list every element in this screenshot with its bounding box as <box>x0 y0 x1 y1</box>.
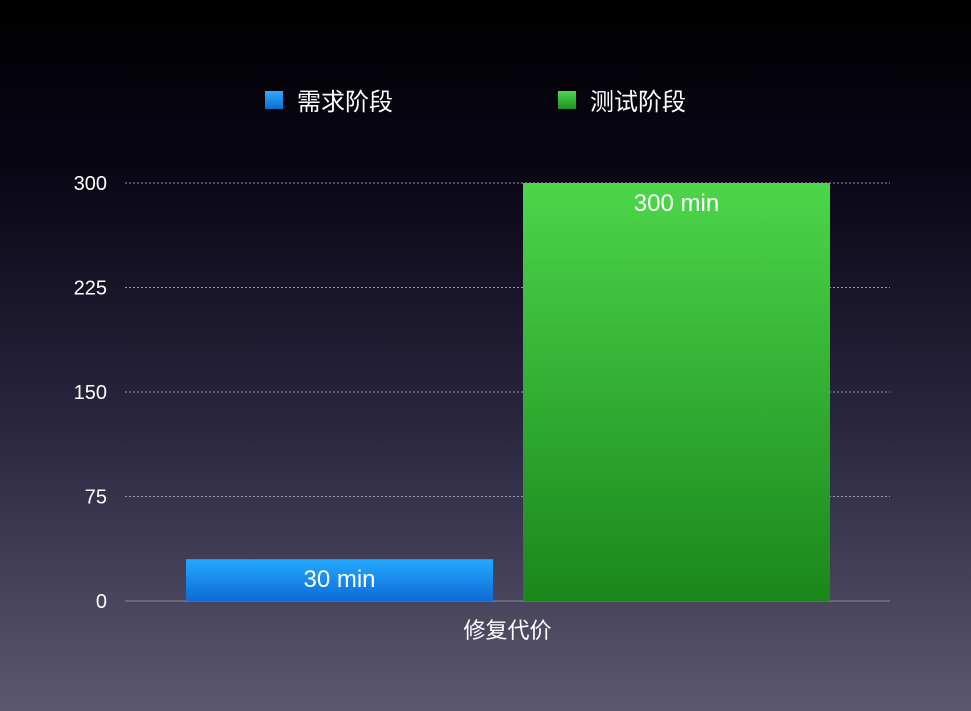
legend-item-series-2: 测试阶段 <box>558 82 686 117</box>
y-tick-label-2: 150 <box>74 382 107 404</box>
y-tick-label-1: 75 <box>85 487 107 509</box>
y-tick-label-0: 0 <box>96 591 107 613</box>
bar-series-1 <box>186 559 493 601</box>
y-tick-label-3: 225 <box>74 278 107 300</box>
legend-swatch-series-1 <box>265 90 283 109</box>
data-label-series-1: 30 min <box>303 566 375 593</box>
legend-item-series-1: 需求阶段 <box>265 82 393 117</box>
data-label-series-2: 300 min <box>634 190 719 217</box>
legend-label-series-2: 测试阶段 <box>590 89 686 116</box>
bar-series-2 <box>523 183 830 601</box>
legend-swatch-series-2 <box>558 90 576 109</box>
x-category-label: 修复代价 <box>463 618 551 643</box>
y-tick-label-4: 300 <box>74 173 107 195</box>
legend-label-series-1: 需求阶段 <box>297 89 393 116</box>
